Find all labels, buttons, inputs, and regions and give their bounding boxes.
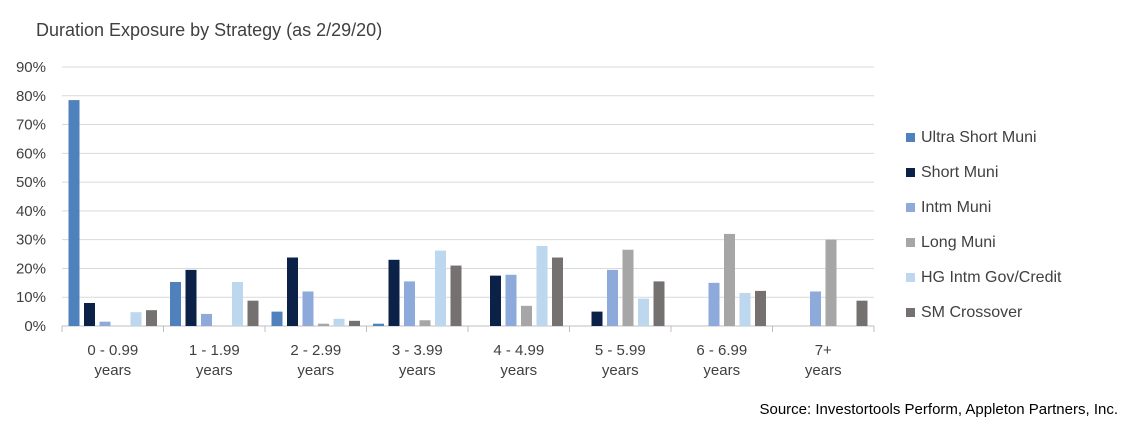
bar-sm-crossover (349, 320, 360, 326)
y-tick-label: 60% (16, 145, 46, 162)
legend-swatch (906, 168, 915, 177)
legend-swatch (906, 273, 915, 282)
x-category-label: years (94, 362, 131, 379)
bar-intm-muni (810, 291, 821, 326)
bar-short-muni (388, 259, 400, 326)
bar-intm-muni (607, 269, 618, 326)
bar-sm-crossover (653, 281, 665, 326)
bar-hg-intm-gov-credit (435, 250, 446, 326)
bar-long-muni (825, 239, 837, 326)
bar-intm-muni (302, 291, 314, 326)
bar-sm-crossover (856, 300, 868, 326)
bar-short-muni (287, 257, 298, 326)
legend-swatch (906, 238, 915, 247)
legend-swatch (906, 133, 915, 142)
bar-hg-intm-gov-credit (739, 292, 751, 326)
source-note: Source: Investortools Perform, Appleton … (759, 401, 1118, 418)
bar-long-muni (724, 233, 735, 326)
legend-label: Long Muni (921, 233, 996, 251)
legend-item: SM Crossover (906, 295, 1061, 330)
legend-item: HG Intm Gov/Credit (906, 260, 1061, 295)
legend-label: Ultra Short Muni (921, 128, 1037, 146)
legend: Ultra Short Muni Short Muni Intm Muni Long … (906, 120, 1061, 330)
y-tick-label: 80% (16, 88, 46, 105)
y-tick-label: 90% (16, 59, 46, 76)
y-tick-label: 10% (16, 289, 46, 306)
bar-sm-crossover (552, 257, 563, 326)
bar-sm-crossover (247, 300, 259, 326)
bar-hg-intm-gov-credit (536, 245, 548, 326)
bar-long-muni (622, 249, 634, 326)
bar-short-muni (185, 269, 197, 326)
x-category-label: years (399, 362, 436, 379)
x-category-label: 4 - 4.99 (493, 342, 544, 359)
bar-sm-crossover (146, 310, 157, 326)
x-category-label: years (602, 362, 639, 379)
x-category-label: years (500, 362, 537, 379)
y-tick-label: 0% (24, 318, 46, 335)
x-category-label: 1 - 1.99 (189, 342, 240, 359)
x-category-label: years (805, 362, 842, 379)
y-axis: 0% 10% 20% 30% 40% 50% 60% 70% 80% 90% (16, 59, 46, 335)
x-category-label: years (703, 362, 740, 379)
legend-label: SM Crossover (921, 303, 1023, 321)
bar-ultra-short-muni (170, 281, 181, 326)
x-category-label: 5 - 5.99 (595, 342, 646, 359)
x-category-label: years (196, 362, 233, 379)
legend-swatch (906, 308, 915, 317)
gridlines (62, 66, 874, 327)
legend-label: Short Muni (921, 163, 999, 181)
bar-hg-intm-gov-credit (333, 318, 345, 326)
bar-long-muni (521, 305, 532, 326)
bar-short-muni (84, 302, 95, 326)
legend-item: Long Muni (906, 225, 1061, 260)
bar-long-muni (318, 323, 329, 326)
legend-swatch (906, 203, 915, 212)
legend-item: Intm Muni (906, 190, 1061, 225)
bar-intm-muni (99, 321, 111, 326)
bar-hg-intm-gov-credit (232, 281, 243, 326)
x-category-label: 3 - 3.99 (392, 342, 443, 359)
legend-label: Intm Muni (921, 198, 992, 216)
legend-item: Short Muni (906, 155, 1061, 190)
x-category-label: 6 - 6.99 (696, 342, 747, 359)
bars (68, 100, 868, 326)
bar-ultra-short-muni (373, 323, 384, 326)
y-tick-label: 40% (16, 203, 46, 220)
y-tick-label: 70% (16, 117, 46, 134)
x-axis: 0 - 0.99 years 1 - 1.99 years 2 - 2.99 years 3… (61, 326, 875, 379)
x-category-label: 2 - 2.99 (290, 342, 341, 359)
bar-short-muni (490, 275, 501, 326)
bar-hg-intm-gov-credit (130, 312, 142, 326)
bar-intm-muni (505, 274, 517, 326)
bar-intm-muni (404, 281, 415, 326)
y-tick-label: 30% (16, 232, 46, 249)
bar-long-muni (419, 320, 431, 326)
y-tick-label: 50% (16, 174, 46, 191)
legend-label: HG Intm Gov/Credit (921, 268, 1062, 286)
x-category-label: years (297, 362, 334, 379)
chart-title: Duration Exposure by Strategy (as 2/29/2… (36, 20, 383, 40)
x-category-label: 0 - 0.99 (87, 342, 138, 359)
bar-intm-muni (201, 313, 212, 326)
y-tick-label: 20% (16, 260, 46, 277)
bar-ultra-short-muni (68, 100, 80, 326)
bar-intm-muni (708, 282, 720, 326)
bar-hg-intm-gov-credit (638, 298, 649, 326)
bar-sm-crossover (755, 290, 766, 326)
bar-short-muni (591, 311, 603, 326)
bar-sm-crossover (450, 265, 462, 326)
x-category-label: 7+ (815, 342, 832, 359)
legend-item: Ultra Short Muni (906, 120, 1061, 155)
bar-ultra-short-muni (271, 311, 283, 326)
